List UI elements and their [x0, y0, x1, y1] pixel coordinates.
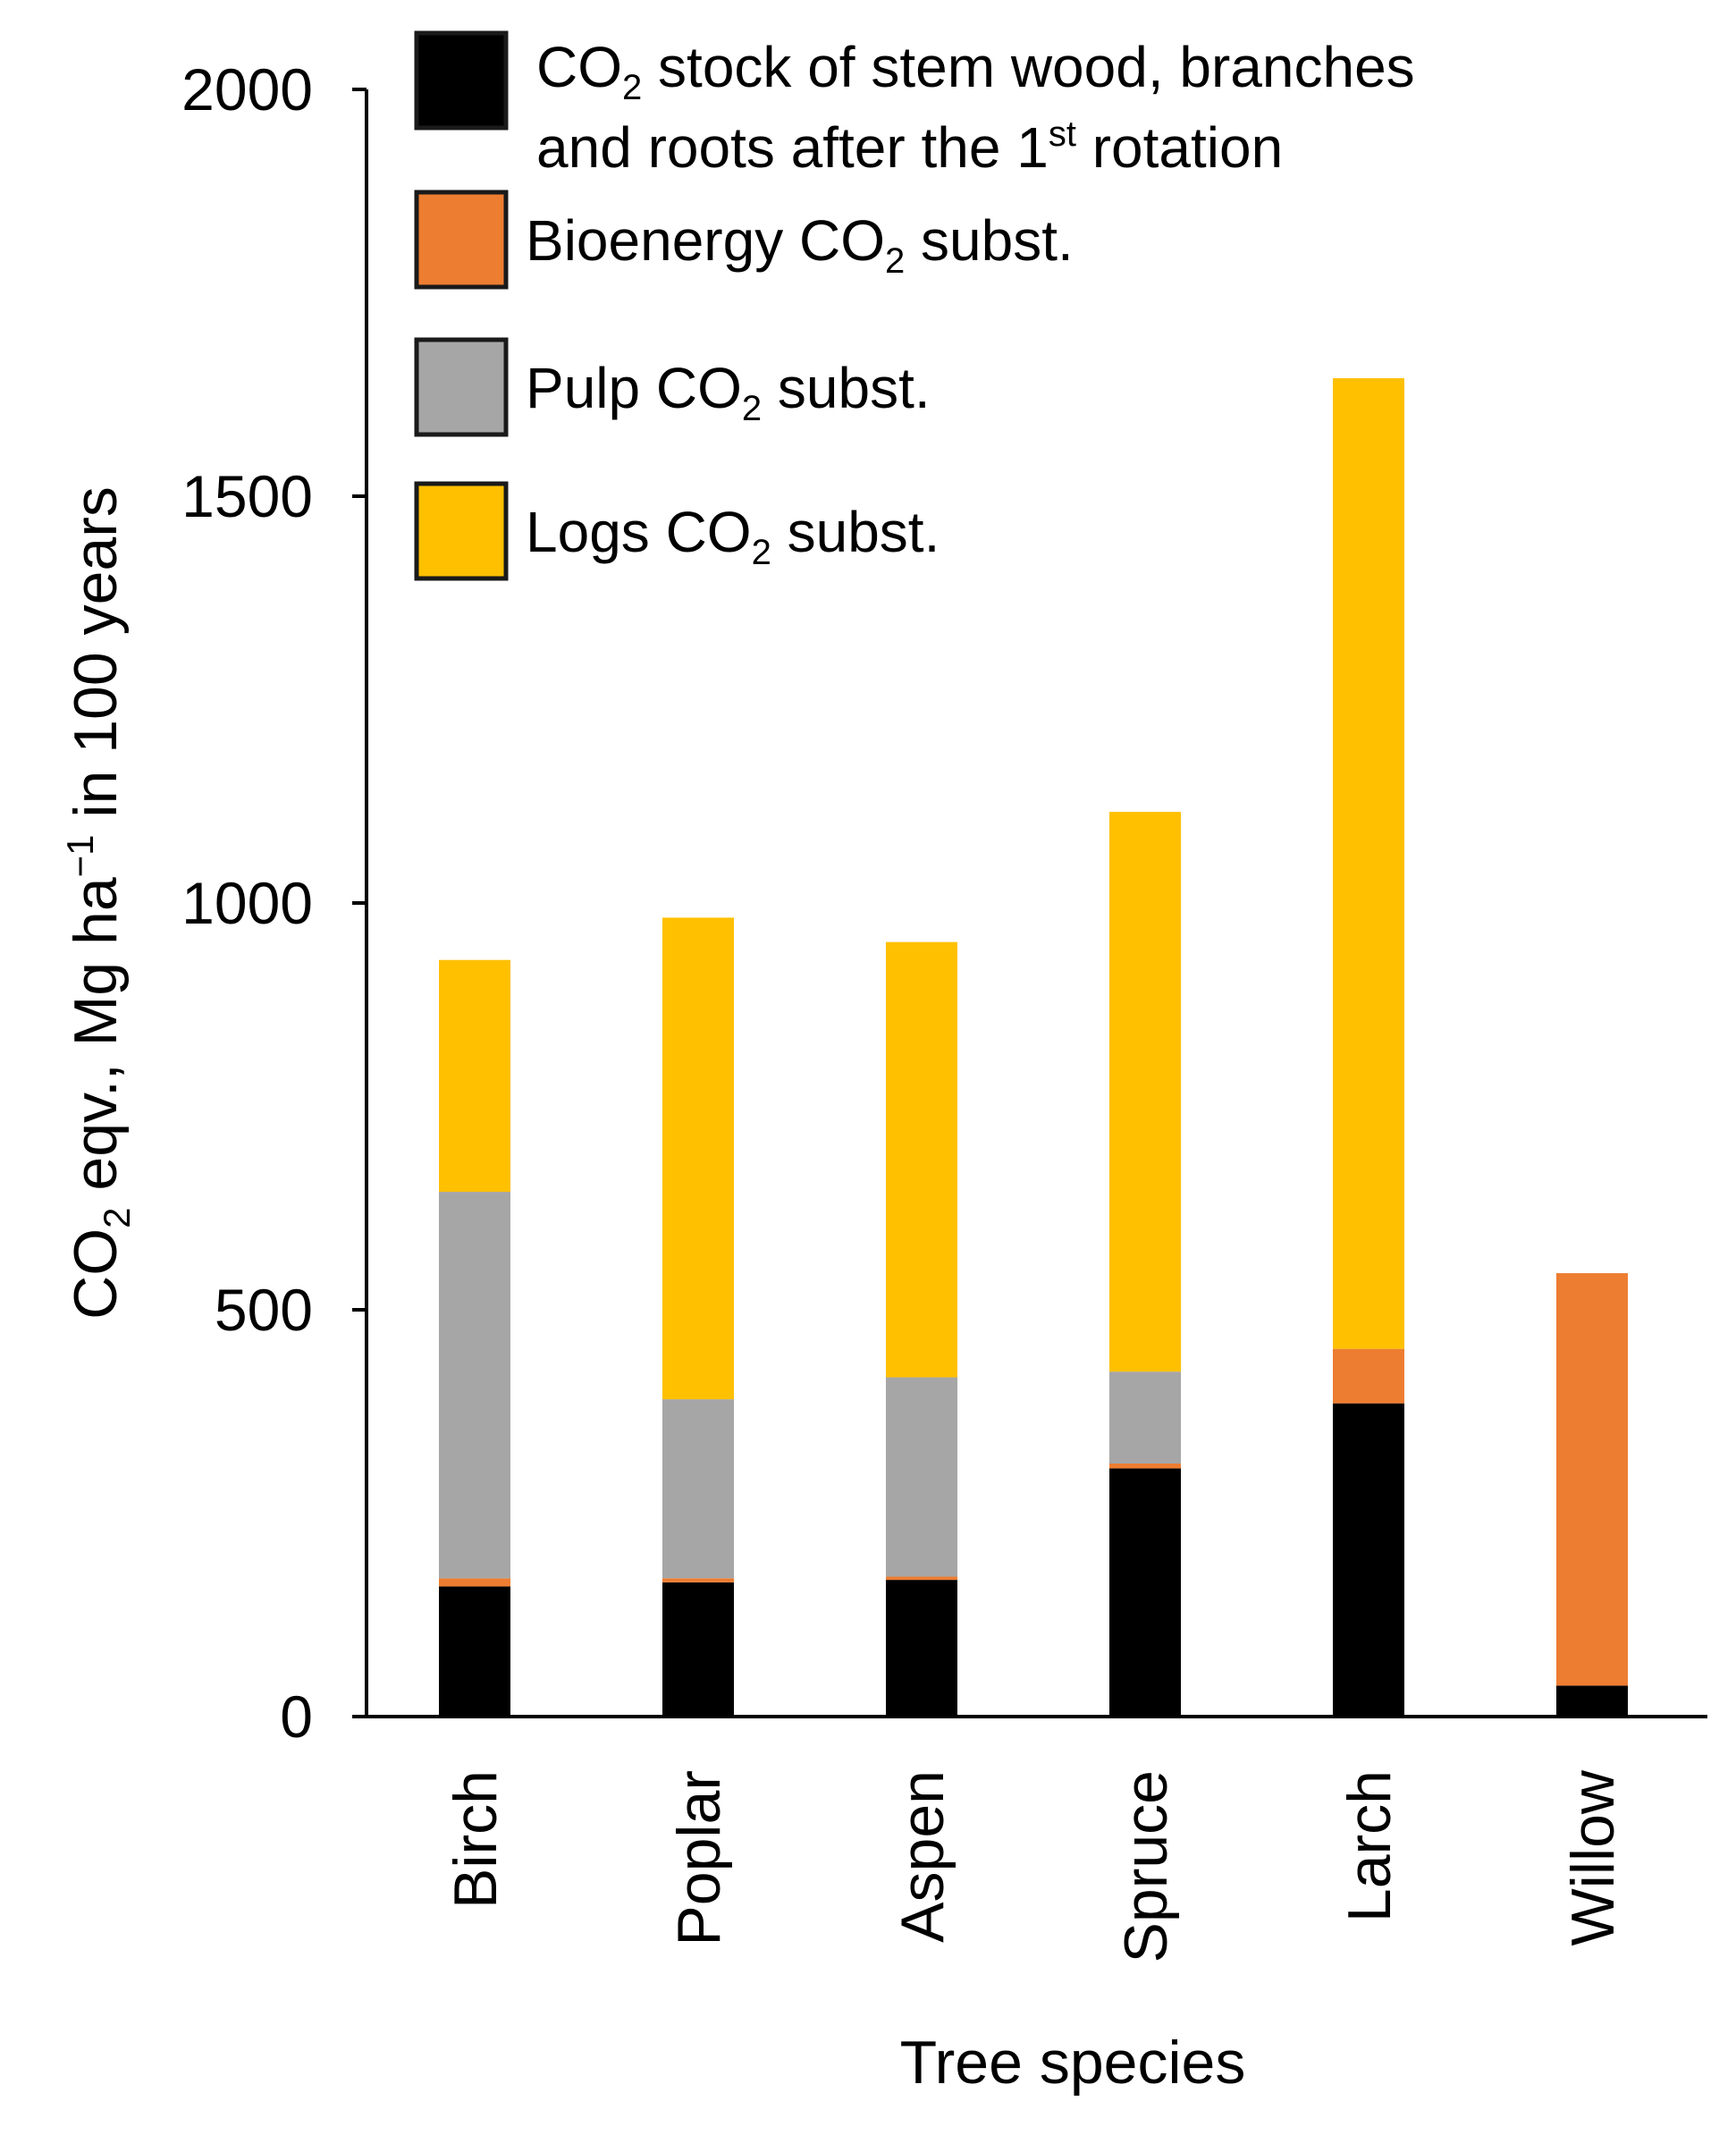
bar-spruce-series-4	[1109, 812, 1181, 1372]
bar-spruce-series-1	[1109, 1468, 1181, 1717]
x-tick-label-aspen: Aspen	[889, 1770, 956, 1943]
bar-aspen-series-4	[886, 941, 957, 1378]
bar-willow-series-2	[1556, 1273, 1628, 1686]
bar-poplar-series-3	[662, 1399, 734, 1579]
y-tick-label: 1000	[181, 870, 313, 936]
bar-poplar-series-4	[662, 917, 734, 1400]
x-tick-label-poplar: Poplar	[665, 1770, 733, 1946]
legend-label-1-line-1: CO2 stock of stem wood, branches	[536, 35, 1415, 107]
bar-spruce-series-2	[1109, 1463, 1181, 1469]
y-tick-label: 1500	[181, 463, 313, 529]
x-tick-label-spruce: Spruce	[1112, 1770, 1180, 1962]
bar-aspen-series-3	[886, 1377, 957, 1577]
legend: CO2 stock of stem wood, branches and root…	[414, 30, 1415, 581]
bar-poplar-series-2	[662, 1578, 734, 1582]
bar-willow-series-1	[1556, 1685, 1628, 1717]
x-tick-label-birch: Birch	[442, 1770, 510, 1909]
bar-birch-series-3	[439, 1192, 510, 1579]
bar-spruce-series-3	[1109, 1371, 1181, 1464]
x-tick-label-larch: Larch	[1336, 1770, 1403, 1922]
bar-aspen-series-1	[886, 1580, 957, 1717]
bar-birch-series-1	[439, 1586, 510, 1717]
legend-label-4-line-1: Logs CO2 subst.	[526, 500, 940, 572]
axes-layer	[352, 88, 1707, 1718]
y-tick-label: 500	[215, 1277, 313, 1343]
legend-label-1-line-2: and roots after the 1st rotation	[536, 114, 1283, 180]
bar-birch-series-4	[439, 959, 510, 1193]
x-axis-title: Tree species	[900, 2029, 1246, 2097]
bar-larch-series-2	[1333, 1348, 1404, 1404]
legend-swatch-1	[414, 30, 509, 131]
legend-label-2-line-1: Bioenergy CO2 subst.	[526, 208, 1074, 281]
bars-layer	[439, 378, 1628, 1717]
bar-larch-series-1	[1333, 1403, 1404, 1717]
bar-birch-series-2	[439, 1578, 510, 1587]
legend-swatch-4	[414, 481, 509, 581]
legend-label-3-line-1: Pulp CO2 subst.	[526, 356, 931, 428]
labels-layer: 0 500 1000 1500 2000 Birch Poplar Aspen Spruce La…	[59, 56, 1627, 2097]
bar-poplar-series-1	[662, 1582, 734, 1717]
y-tick-label: 0	[280, 1684, 313, 1750]
x-tick-label-willow: Willow	[1559, 1769, 1627, 1945]
y-axis-title: CO2 eqv., Mg ha−1 in 100 years	[59, 486, 138, 1320]
legend-swatch-2	[414, 190, 509, 290]
bar-larch-series-4	[1333, 378, 1404, 1349]
legend-swatch-3	[414, 337, 509, 437]
bar-aspen-series-2	[886, 1576, 957, 1581]
y-tick-label: 2000	[181, 56, 313, 122]
